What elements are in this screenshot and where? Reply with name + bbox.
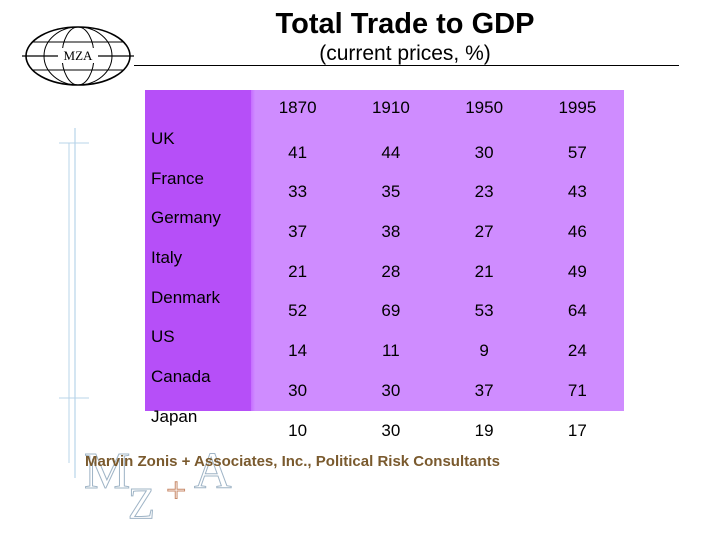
logo-text: MZA: [64, 48, 94, 63]
value-cell: 21: [288, 261, 308, 281]
value-cell: 24: [567, 341, 587, 361]
value-cell: 17: [567, 420, 587, 440]
value-cell: 30: [474, 142, 494, 162]
header-year: 1995: [558, 97, 597, 117]
value-cell: 37: [474, 380, 494, 400]
country-name: Denmark: [151, 287, 220, 307]
country-name: Canada: [151, 367, 211, 387]
value-cell: 38: [381, 222, 401, 242]
value-cell: 30: [288, 380, 308, 400]
table-row: US 14 11 9 24: [145, 323, 624, 363]
trade-table: 1870 1910 1950 1995 UK 41 44 30 57 Franc…: [145, 90, 624, 443]
mza-footer-logo: M Z + A: [84, 443, 233, 521]
slide-subtitle: (current prices, %): [319, 42, 491, 65]
value-cell: 10: [288, 420, 308, 440]
value-cell: 30: [381, 380, 401, 400]
table-row: France 33 35 23 43: [145, 165, 624, 205]
value-cell: 71: [567, 380, 587, 400]
footer-logo-letter: Z: [128, 479, 155, 520]
value-cell: 33: [288, 182, 308, 202]
footer-logo-letter: A: [194, 443, 232, 500]
value-cell: 49: [567, 261, 587, 281]
header-year: 1950: [465, 97, 504, 117]
mza-globe-logo: MZA: [22, 26, 134, 86]
decorative-bracket-lines: [59, 128, 89, 478]
value-cell: 41: [288, 142, 308, 162]
value-cell: 44: [381, 142, 401, 162]
footer-company-text: Marvin Zonis + Associates, Inc., Politic…: [85, 453, 500, 470]
value-cell: 9: [479, 341, 489, 361]
value-cell: 53: [474, 301, 494, 321]
country-name: Italy: [151, 248, 183, 268]
value-cell: 21: [474, 261, 494, 281]
table-row: Japan 10 30 19 17: [145, 403, 624, 443]
country-name: France: [151, 168, 204, 188]
value-cell: 19: [474, 420, 494, 440]
header-year: 1870: [278, 97, 317, 117]
header-blank: [145, 90, 251, 125]
table-header-row: 1870 1910 1950 1995: [145, 90, 624, 125]
value-cell: 37: [288, 222, 308, 242]
table-row: Germany 37 38 27 46: [145, 204, 624, 244]
value-cell: 46: [567, 222, 587, 242]
value-cell: 64: [567, 301, 587, 321]
value-cell: 30: [381, 420, 401, 440]
value-cell: 69: [381, 301, 401, 321]
value-cell: 43: [567, 182, 587, 202]
table-row: Canada 30 30 37 71: [145, 363, 624, 403]
footer-logo-letter: M: [84, 443, 130, 500]
trade-table-panel: 1870 1910 1950 1995 UK 41 44 30 57 Franc…: [145, 90, 624, 440]
value-cell: 23: [474, 182, 494, 202]
value-cell: 35: [381, 182, 401, 202]
country-name: Germany: [151, 208, 221, 228]
value-cell: 11: [382, 341, 400, 361]
country-name: Japan: [151, 406, 198, 426]
table-row: Italy 21 28 21 49: [145, 244, 624, 284]
table-row: UK 41 44 30 57: [145, 125, 624, 165]
slide-title: Total Trade to GDP: [275, 8, 535, 40]
value-cell: 57: [567, 142, 587, 162]
value-cell: 27: [474, 222, 494, 242]
country-name: US: [151, 327, 175, 347]
value-cell: 52: [288, 301, 308, 321]
table-row: Denmark 52 69 53 64: [145, 284, 624, 324]
value-cell: 14: [288, 341, 308, 361]
country-column-bg: [145, 90, 251, 411]
footer-logo-letter: +: [166, 470, 186, 510]
country-name: UK: [151, 129, 175, 148]
header-year: 1910: [371, 97, 410, 117]
header-divider: [134, 65, 679, 66]
value-cell: 28: [381, 261, 401, 281]
